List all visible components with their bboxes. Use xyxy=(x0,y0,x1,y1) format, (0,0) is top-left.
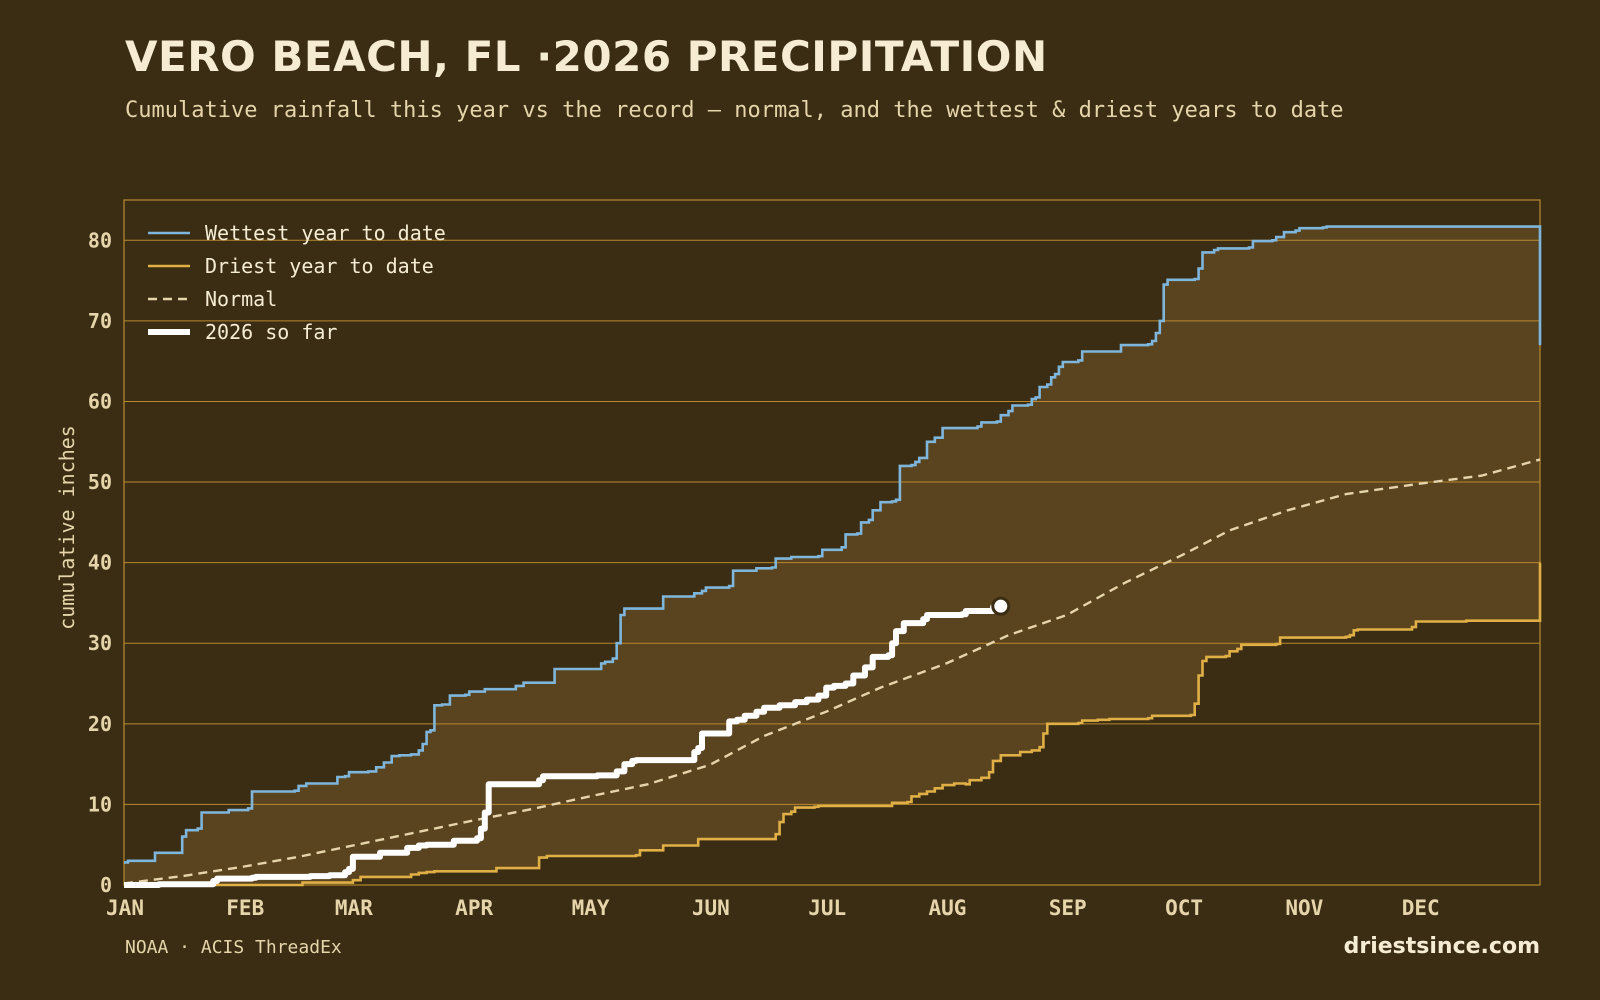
y-tick-label: 70 xyxy=(88,309,112,333)
y-tick-label: 0 xyxy=(100,873,112,897)
x-tick-label: DEC xyxy=(1402,896,1440,920)
x-tick-label: OCT xyxy=(1165,896,1203,920)
band-fill xyxy=(124,226,1540,886)
y-tick-label: 80 xyxy=(88,228,112,252)
site-link[interactable]: driestsince.com xyxy=(1343,934,1540,959)
y-axis-label: cumulative inches xyxy=(55,425,79,630)
y-axis-ticks: 0 10 20 30 40 50 60 70 80 xyxy=(88,228,112,897)
plot-frame xyxy=(123,199,1541,886)
y-tick-label: 10 xyxy=(88,792,112,816)
series-line-wettest xyxy=(124,225,1542,864)
source-credit: NOAA · ACIS ThreadEx xyxy=(125,937,342,958)
y-tick-label: 40 xyxy=(88,551,112,575)
x-tick-label: JAN xyxy=(106,896,144,920)
series-line-normal xyxy=(123,458,1541,885)
x-tick-label: SEP xyxy=(1049,896,1087,920)
x-tick-label: JUL xyxy=(808,896,846,920)
chart-subtitle: Cumulative rainfall this year vs the rec… xyxy=(125,98,1344,123)
legend-label-driest: Driest year to date xyxy=(205,254,434,278)
y-tick-label: 30 xyxy=(88,631,112,655)
series-lines xyxy=(123,225,1542,888)
x-tick-label: FEB xyxy=(226,896,264,920)
x-tick-label: AUG xyxy=(928,896,966,920)
x-tick-label: APR xyxy=(455,896,493,920)
legend-label-current: 2026 so far xyxy=(205,320,337,344)
legend-label-normal: Normal xyxy=(205,287,277,311)
x-tick-label: JUN xyxy=(692,896,730,920)
current-marker xyxy=(991,596,1011,616)
y-tick-label: 60 xyxy=(88,389,112,413)
x-tick-label: MAR xyxy=(335,896,373,920)
x-tick-label: NOV xyxy=(1285,896,1323,920)
legend: Wettest year to date Driest year to date N… xyxy=(148,221,446,344)
series-line-current xyxy=(124,604,1004,888)
series-line-driest xyxy=(124,562,1542,887)
x-tick-label: MAY xyxy=(572,896,610,920)
x-axis-ticks: JAN FEB MAR APR MAY JUN JUL AUG SEP OCT NOV DEC xyxy=(106,896,1440,920)
y-tick-label: 20 xyxy=(88,712,112,736)
y-tick-label: 50 xyxy=(88,470,112,494)
chart-title: VERO BEACH, FL ·2026 PRECIPITATION xyxy=(125,32,1048,81)
wet-dry-band xyxy=(124,226,1540,886)
gridlines xyxy=(124,239,1540,805)
legend-label-wettest: Wettest year to date xyxy=(205,221,446,245)
